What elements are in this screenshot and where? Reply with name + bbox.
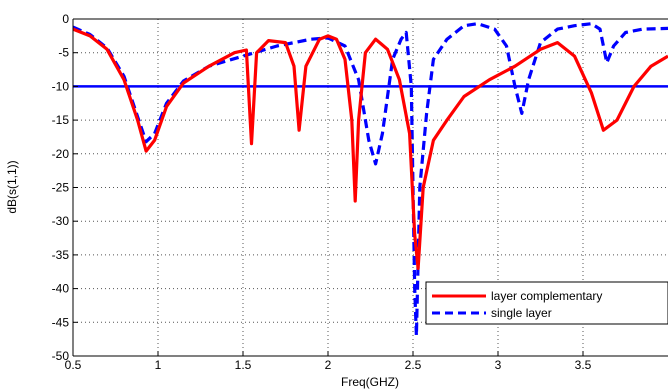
y-axis-label: dB(s(1,1)): [5, 160, 19, 213]
y-tick-label: -35: [52, 248, 70, 262]
x-tick-label: 2.5: [405, 358, 422, 372]
y-tick-label: -30: [52, 214, 70, 228]
legend-box: [425, 281, 668, 325]
y-tick-label: -10: [52, 79, 70, 93]
y-tick-label: -45: [52, 315, 70, 329]
x-tick-label: 1: [155, 358, 162, 372]
x-tick-label: 3: [495, 358, 502, 372]
y-tick-labels: 0 -5 -10 -15 -20 -25 -30 -35 -40 -45 -50: [52, 12, 70, 363]
x-tick-label: 1.5: [235, 358, 252, 372]
legend-label-single-layer: single layer: [491, 306, 552, 320]
y-tick-label: -25: [52, 181, 70, 195]
x-tick-label: 2: [325, 358, 332, 372]
y-tick-label: -50: [52, 349, 70, 363]
x-tick-labels: 0.5 1 1.5 2 2.5 3 3.5: [65, 358, 592, 372]
y-tick-label: 0: [62, 12, 69, 26]
y-tick-label: -5: [58, 46, 69, 60]
x-tick-label: 0.5: [65, 358, 82, 372]
series-group: [72, 22, 668, 338]
legend-label-layer-complementary: layer complementary: [491, 289, 602, 303]
legend: layer complementary single layer: [425, 281, 668, 325]
x-axis-label: Freq(GHZ): [341, 375, 399, 389]
x-tick-label: 3.5: [575, 358, 592, 372]
y-tick-label: -20: [52, 147, 70, 161]
series-line-layer-complementary: [72, 27, 668, 270]
axes: [72, 18, 668, 357]
y-tick-label: -40: [52, 282, 70, 296]
y-tick-label: -15: [52, 113, 70, 127]
